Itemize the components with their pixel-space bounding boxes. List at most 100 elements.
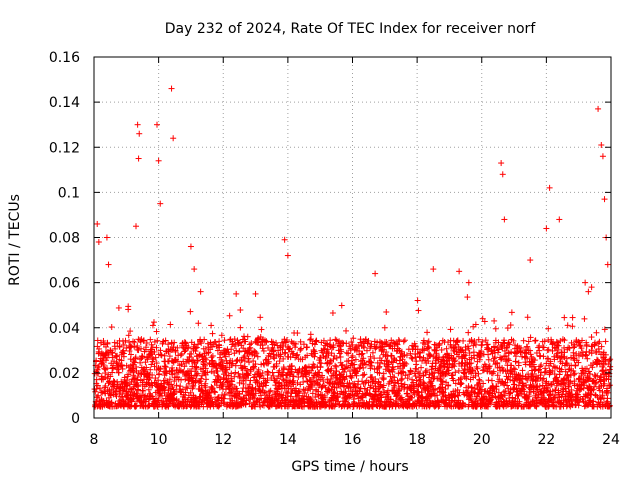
y-tick-labels: 0 0.02 0.04 0.06 0.08 0.1 0.12 0.14 0.16 [49,50,80,427]
data-point [155,397,162,404]
data-point [161,352,168,359]
data-point [134,374,141,381]
data-point [154,337,161,344]
data-point [96,385,103,392]
data-point [120,341,127,348]
data-point [95,392,102,399]
x-tick-label: 16 [344,432,362,448]
data-point [137,359,144,366]
y-tick-label: 0.06 [49,276,80,292]
data-point [130,369,137,376]
x-tick-label: 14 [279,432,297,448]
data-point [126,339,133,346]
data-point [155,377,162,384]
data-point [115,304,122,311]
x-tick-label: 10 [150,432,168,448]
data-point [107,373,114,380]
data-point [116,343,123,350]
data-point [140,387,147,394]
data-point [146,375,153,382]
data-point [153,328,160,335]
data-point [139,353,146,360]
data-point [145,386,152,393]
data-point [161,363,168,370]
data-point [153,380,160,387]
data-point [102,382,109,389]
data-point [100,361,107,368]
data-point [145,396,152,403]
x-axis-label: GPS time / hours [291,459,408,475]
data-point [96,363,103,370]
data-point [147,336,154,343]
data-point [148,393,155,400]
data-point [165,403,172,410]
data-point [149,322,156,329]
data-point [142,344,149,351]
data-point [159,392,166,399]
data-point [135,383,142,390]
data-point [113,353,120,360]
data-point [113,359,120,366]
x-tick-label: 8 [90,432,99,448]
data-point [162,364,169,371]
data-point [130,358,137,365]
data-point [94,337,101,344]
x-tick-label: 24 [602,432,620,448]
data-point [109,350,116,357]
data-point [108,324,115,331]
data-point [165,341,172,348]
data-point [103,343,110,350]
x-tick-label: 22 [537,432,555,448]
y-tick-label: 0.16 [49,50,80,66]
data-point [125,371,132,378]
data-point [166,376,173,383]
data-point [167,321,174,328]
data-point [98,373,105,380]
grid-lines [94,57,611,418]
data-point [169,364,176,371]
data-point [138,345,145,352]
data-point [169,371,176,378]
data-point [119,365,126,372]
x-tick-label: 20 [473,432,491,448]
data-point [122,337,129,344]
data-point [104,340,111,347]
data-point [127,344,134,351]
data-point [157,365,164,372]
y-tick-label: 0.14 [49,95,80,111]
data-point [127,328,134,335]
data-point [122,379,129,386]
y-tick-label: 0.02 [49,366,80,382]
data-point [143,340,150,347]
data-point [125,332,132,339]
data-point [168,368,175,375]
chart-title: Day 232 of 2024, Rate Of TEC Index for r… [165,21,537,37]
y-tick-label: 0.12 [49,140,80,156]
data-point [104,365,111,372]
data-point [131,339,138,346]
data-point [104,375,111,382]
data-point [148,361,155,368]
data-point [143,364,150,371]
data-point [151,348,158,355]
data-point [120,350,127,357]
data-point [95,370,102,377]
data-point [137,338,144,345]
data-point [114,352,121,359]
data-point [151,363,158,370]
data-point [93,385,100,392]
data-point [137,370,144,377]
data-point [162,337,169,344]
data-point [92,388,99,395]
data-point [156,370,163,377]
data-point [126,347,133,354]
data-point [166,353,173,360]
x-tick-label: 18 [408,432,426,448]
data-point [153,360,160,367]
data-point [115,369,122,376]
y-tick-label: 0 [71,411,80,427]
data-point [105,351,112,358]
data-point [122,400,129,407]
data-point [150,319,157,326]
